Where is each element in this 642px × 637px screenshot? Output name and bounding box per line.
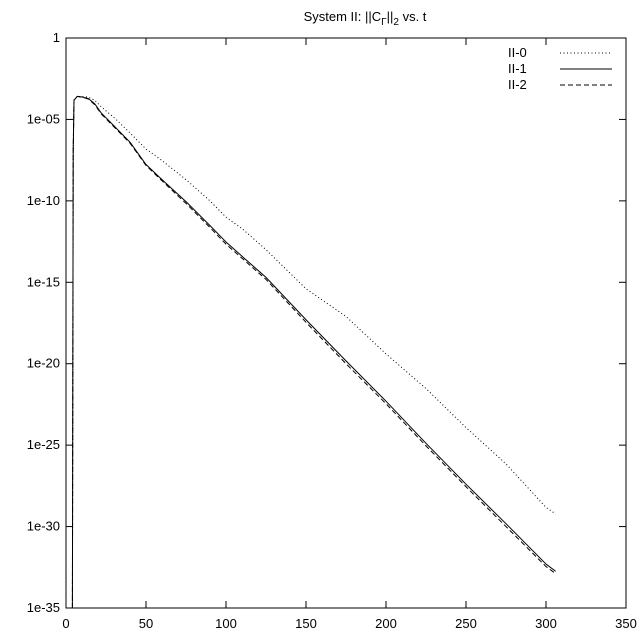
y-tick-label: 1e-05 [27,111,60,126]
plot-frame [65,37,627,609]
y-tick-label: 1e-35 [27,600,60,615]
x-tick-label: 0 [62,616,69,631]
series-line-ii-0 [71,95,556,609]
axis-ticks: 0 50 100 150 200 250 300 350 1 1e-05 1e-10 1e-15 1e-… [27,30,637,631]
x-tick-label: 150 [295,616,317,631]
y-tick-label: 1 [53,30,60,45]
x-tick-label: 250 [455,616,477,631]
y-tick-label: 1e-25 [27,437,60,452]
legend-label: II-1 [508,61,527,76]
legend: II-0II-1II-2 [508,45,612,92]
x-tick-label: 350 [615,616,637,631]
x-tick-label: 100 [215,616,237,631]
chart-title-middle: || [387,9,394,24]
chart-title-prefix: System II: ||C [304,9,382,24]
x-tick-label: 200 [375,616,397,631]
chart-title: System II: ||CΓ||2 vs. t [304,9,427,28]
legend-label: II-2 [508,77,527,92]
x-tick-label: 50 [139,616,153,631]
legend-label: II-0 [508,45,527,60]
chart-title-subscript-two: 2 [393,17,399,28]
x-tick-label: 300 [535,616,557,631]
series-line-ii-2 [71,95,556,609]
y-tick-label: 1e-10 [27,193,60,208]
y-tick-label: 1e-15 [27,274,60,289]
series-layer [71,95,556,609]
chart-title-subscript-gamma: Γ [381,17,387,28]
y-tick-label: 1e-20 [27,356,60,371]
y-tick-label: 1e-30 [27,519,60,534]
series-line-ii-1 [71,95,556,609]
chart-title-suffix: vs. t [399,9,427,24]
